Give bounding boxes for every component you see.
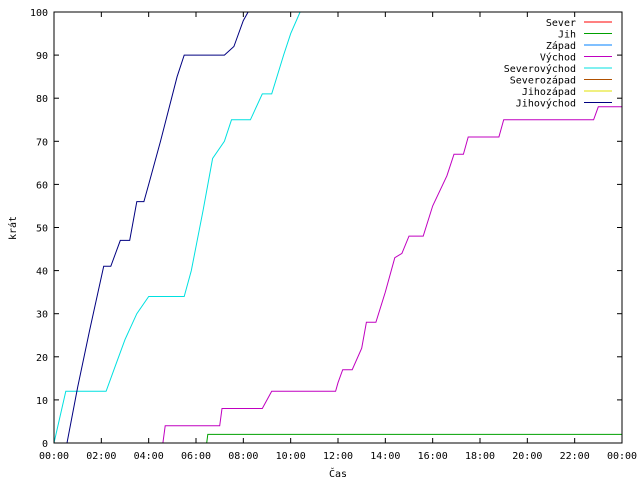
y-tick-label: 30 bbox=[36, 310, 48, 321]
y-tick-label: 20 bbox=[36, 353, 48, 364]
x-tick-label: 12:00 bbox=[323, 451, 353, 462]
x-tick-label: 06:00 bbox=[181, 451, 211, 462]
y-tick-label: 100 bbox=[30, 8, 48, 19]
legend-label: Jihozápad bbox=[522, 86, 576, 98]
x-tick-label: 20:00 bbox=[512, 451, 542, 462]
x-tick-label: 16:00 bbox=[418, 451, 448, 462]
y-tick-label: 40 bbox=[36, 267, 48, 278]
legend-label: Západ bbox=[546, 40, 576, 52]
y-tick-label: 10 bbox=[36, 396, 48, 407]
x-axis-label: Čas bbox=[329, 467, 347, 480]
x-tick-label: 02:00 bbox=[86, 451, 116, 462]
x-axis: 00:00 02:00 04:00 06:00 08:00 10:00 12:00 14:00… bbox=[39, 12, 637, 462]
series-line-severovýchod bbox=[54, 12, 301, 443]
y-tick-label: 0 bbox=[42, 439, 48, 450]
y-tick-label: 60 bbox=[36, 180, 48, 191]
y-tick-label: 50 bbox=[36, 224, 48, 235]
x-tick-label: 14:00 bbox=[370, 451, 400, 462]
x-tick-label: 08:00 bbox=[228, 451, 258, 462]
x-tick-label: 22:00 bbox=[560, 451, 590, 462]
y-tick-label: 90 bbox=[36, 51, 48, 62]
legend-label: Severozápad bbox=[510, 75, 576, 87]
x-tick-label: 00:00 bbox=[39, 451, 69, 462]
legend-label: Jih bbox=[558, 30, 576, 41]
series-line-východ bbox=[162, 106, 622, 443]
y-axis-label: krát bbox=[7, 216, 19, 240]
y-tick-label: 70 bbox=[36, 137, 48, 148]
x-tick-label: 10:00 bbox=[276, 451, 306, 462]
x-tick-label: 18:00 bbox=[465, 451, 495, 462]
y-axis: 0 10 20 30 40 50 60 70 80 90 100 bbox=[30, 8, 622, 450]
series-line-jihovýchod bbox=[66, 12, 249, 443]
legend-label: Jihovýchod bbox=[516, 98, 576, 110]
plot-series bbox=[54, 12, 622, 443]
legend-label: Sever bbox=[546, 18, 576, 29]
x-tick-label: 04:00 bbox=[134, 451, 164, 462]
legend-label: Severovýchod bbox=[504, 63, 576, 75]
x-tick-label: 00:00 bbox=[607, 451, 637, 462]
y-tick-label: 80 bbox=[36, 94, 48, 105]
legend-label: Východ bbox=[540, 52, 576, 64]
legend: SeverJihZápadVýchodSeverovýchodSeverozáp… bbox=[504, 18, 612, 110]
series-line-jih bbox=[206, 433, 622, 443]
